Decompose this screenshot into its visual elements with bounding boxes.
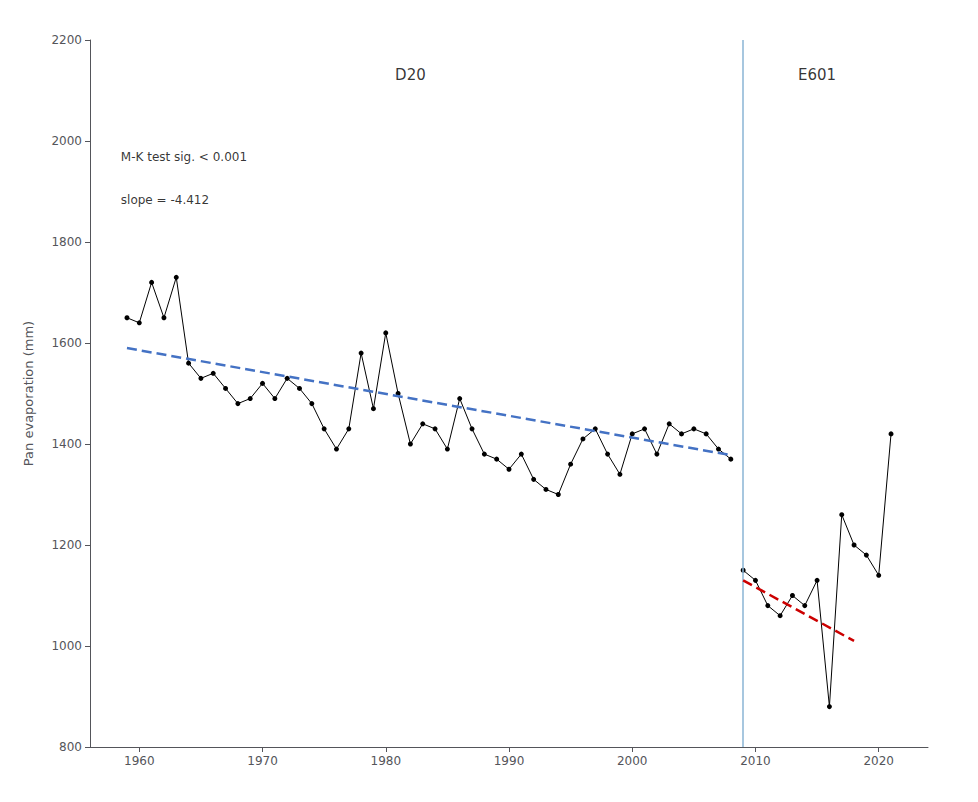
svg-text:1980: 1980 <box>370 754 401 768</box>
svg-text:2020: 2020 <box>863 754 894 768</box>
svg-text:2000: 2000 <box>51 134 82 148</box>
svg-text:2000: 2000 <box>617 754 648 768</box>
svg-text:800: 800 <box>59 740 82 754</box>
svg-text:1960: 1960 <box>124 754 155 768</box>
svg-text:1000: 1000 <box>51 639 82 653</box>
svg-text:1200: 1200 <box>51 538 82 552</box>
svg-text:M-K test sig. < 0.001: M-K test sig. < 0.001 <box>121 150 247 164</box>
svg-text:E601: E601 <box>798 66 836 84</box>
svg-text:slope = -4.412: slope = -4.412 <box>121 193 209 207</box>
svg-text:2200: 2200 <box>51 33 82 47</box>
svg-text:2010: 2010 <box>740 754 771 768</box>
svg-text:1800: 1800 <box>51 235 82 249</box>
svg-text:D20: D20 <box>395 66 426 84</box>
svg-text:1970: 1970 <box>247 754 278 768</box>
svg-text:1990: 1990 <box>494 754 525 768</box>
svg-text:1600: 1600 <box>51 336 82 350</box>
svg-text:Pan evaporation (mm): Pan evaporation (mm) <box>21 321 36 466</box>
svg-text:1400: 1400 <box>51 437 82 451</box>
